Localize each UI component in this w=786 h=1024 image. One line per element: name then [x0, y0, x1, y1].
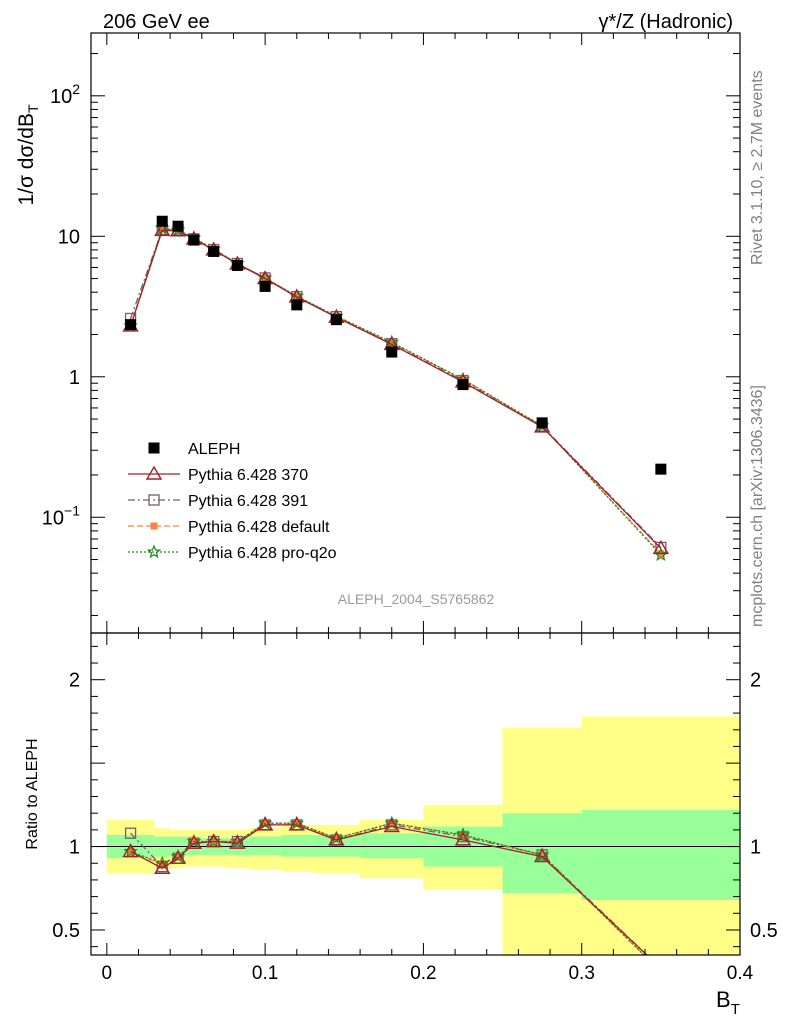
ratio-point-p370: [185, 834, 203, 849]
analysis-id-label: ALEPH_2004_S5765862: [338, 591, 495, 607]
main-y-tick-label: 10: [58, 226, 80, 248]
band-inner-bin: [249, 836, 281, 855]
legend-label: Pythia 6.428 391: [188, 493, 308, 510]
main-point-aleph: [536, 417, 548, 429]
legend-label: ALEPH: [188, 441, 240, 458]
ratio-panel-frame: [90, 632, 741, 956]
ratio-y-tick-label-right: 1: [750, 837, 761, 859]
main-y-tick-label: 102: [50, 81, 80, 108]
main-y-axis-title: 1/σ dσ/dBT: [15, 104, 41, 205]
main-point-aleph: [457, 379, 469, 391]
ratio-point-pq2o: [154, 855, 170, 870]
ratio-series-line-pq2o: [130, 822, 645, 955]
main-point-pdefault: [158, 225, 166, 233]
legend-label: Pythia 6.428 default: [188, 519, 330, 536]
main-point-aleph: [386, 346, 398, 358]
band-inner-bin: [581, 809, 740, 900]
ratio-point-pdefault: [332, 834, 340, 842]
mcplots-source-label: mcplots.cern.ch [arXiv:1306.3436]: [749, 385, 766, 627]
ratio-point-p370: [122, 843, 139, 858]
ratio-point-pq2o: [289, 815, 305, 830]
ratio-uncertainty-bands: [106, 716, 740, 955]
ratio-point-pq2o: [186, 833, 202, 848]
x-tick-label: 0.4: [727, 963, 754, 984]
main-point-p370: [154, 222, 171, 237]
ratio-point-pq2o: [534, 847, 550, 862]
main-point-aleph: [208, 245, 220, 257]
ratio-y-tick-label-right: 2: [750, 670, 761, 692]
band-inner-bin: [360, 833, 424, 859]
ratio-point-p370: [154, 859, 171, 874]
x-tick-label: 0.3: [568, 963, 594, 984]
legend-marker-pq2o: [146, 544, 162, 559]
ratio-point-pdefault: [127, 848, 135, 856]
ratio-point-p370: [256, 816, 274, 831]
ratio-y-tick-label: 2: [69, 670, 80, 692]
legend-marker-aleph: [148, 442, 160, 454]
ratio-point-pq2o: [123, 843, 138, 858]
main-panel-series: [122, 215, 670, 562]
main-point-aleph: [330, 314, 342, 326]
x-tick-label: 0.2: [410, 963, 436, 984]
ratio-point-pq2o: [329, 830, 344, 845]
ratio-point-pdefault: [158, 861, 166, 869]
ratio-series-line-p370: [130, 824, 648, 955]
ratio-point-p370: [454, 831, 472, 846]
header-collision-label: 206 GeV ee: [103, 11, 210, 33]
ratio-point-p370: [288, 816, 305, 831]
main-panel-frame: [90, 32, 741, 634]
main-point-aleph: [259, 280, 271, 292]
legend: ALEPH Pythia 6.428 370 Pythia 6.428 391 Pyt…: [128, 441, 337, 562]
ratio-point-p370: [654, 961, 668, 973]
main-y-tick-label: 1: [69, 367, 80, 389]
legend-label: Pythia 6.428 370: [188, 467, 308, 484]
legend-marker-p391: [148, 494, 160, 506]
header-process-label: γ*/Z (Hadronic): [599, 11, 733, 33]
ratio-y-axis-title: Ratio to ALEPH: [24, 738, 41, 849]
ratio-y-tick-label-right: 0.5: [750, 920, 778, 942]
main-point-aleph: [188, 234, 200, 246]
main-point-aleph: [231, 259, 243, 271]
rivet-version-label: Rivet 3.1.10, ≥ 2.7M events: [749, 70, 766, 265]
legend-label: Pythia 6.428 pro-q2o: [188, 545, 337, 562]
x-tick-label: 0.1: [252, 963, 278, 984]
main-y-tick-label: 10−1: [42, 502, 80, 529]
ratio-point-pdefault: [657, 968, 664, 975]
ratio-point-pq2o: [455, 827, 471, 842]
ratio-point-pq2o: [206, 833, 221, 848]
ratio-point-pq2o: [655, 966, 667, 977]
ratio-y-tick-label: 1: [69, 837, 80, 859]
x-axis-title: BT: [716, 987, 740, 1018]
ratio-y-tick-label: 0.5: [52, 920, 80, 942]
ratio-point-pdefault: [174, 853, 182, 861]
x-tick-label: 0: [102, 963, 113, 984]
ratio-point-pq2o: [257, 815, 273, 830]
main-point-aleph: [125, 319, 137, 331]
main-point-aleph: [172, 220, 184, 232]
ratio-point-p370: [383, 818, 400, 833]
ratio-point-pq2o: [384, 815, 400, 830]
main-point-aleph: [156, 215, 168, 227]
ratio-point-p370: [229, 834, 246, 849]
ratio-point-p391: [656, 963, 666, 973]
axis-ticks: [91, 33, 741, 955]
ratio-panel-series: [122, 815, 668, 977]
ratio-point-p370: [169, 849, 187, 864]
ratio-point-p370: [205, 833, 222, 848]
axis-tick-labels: 0 0.1 0.2 0.3 0.4 10−1 1 10 102 0.5 0.5 1 1 2 2: [42, 81, 778, 984]
ratio-point-p391: [124, 827, 137, 839]
ratio-point-p370: [328, 831, 345, 846]
band-inner-bin: [312, 834, 361, 857]
main-point-aleph: [655, 463, 667, 475]
main-point-aleph: [291, 299, 303, 311]
band-inner-bin: [280, 834, 313, 857]
ratio-point-p370: [533, 848, 551, 863]
legend-marker-p370: [145, 465, 163, 480]
legend-marker-pdefault: [150, 522, 158, 530]
ratio-point-pdefault: [538, 851, 546, 859]
main-point-p370: [652, 540, 670, 555]
